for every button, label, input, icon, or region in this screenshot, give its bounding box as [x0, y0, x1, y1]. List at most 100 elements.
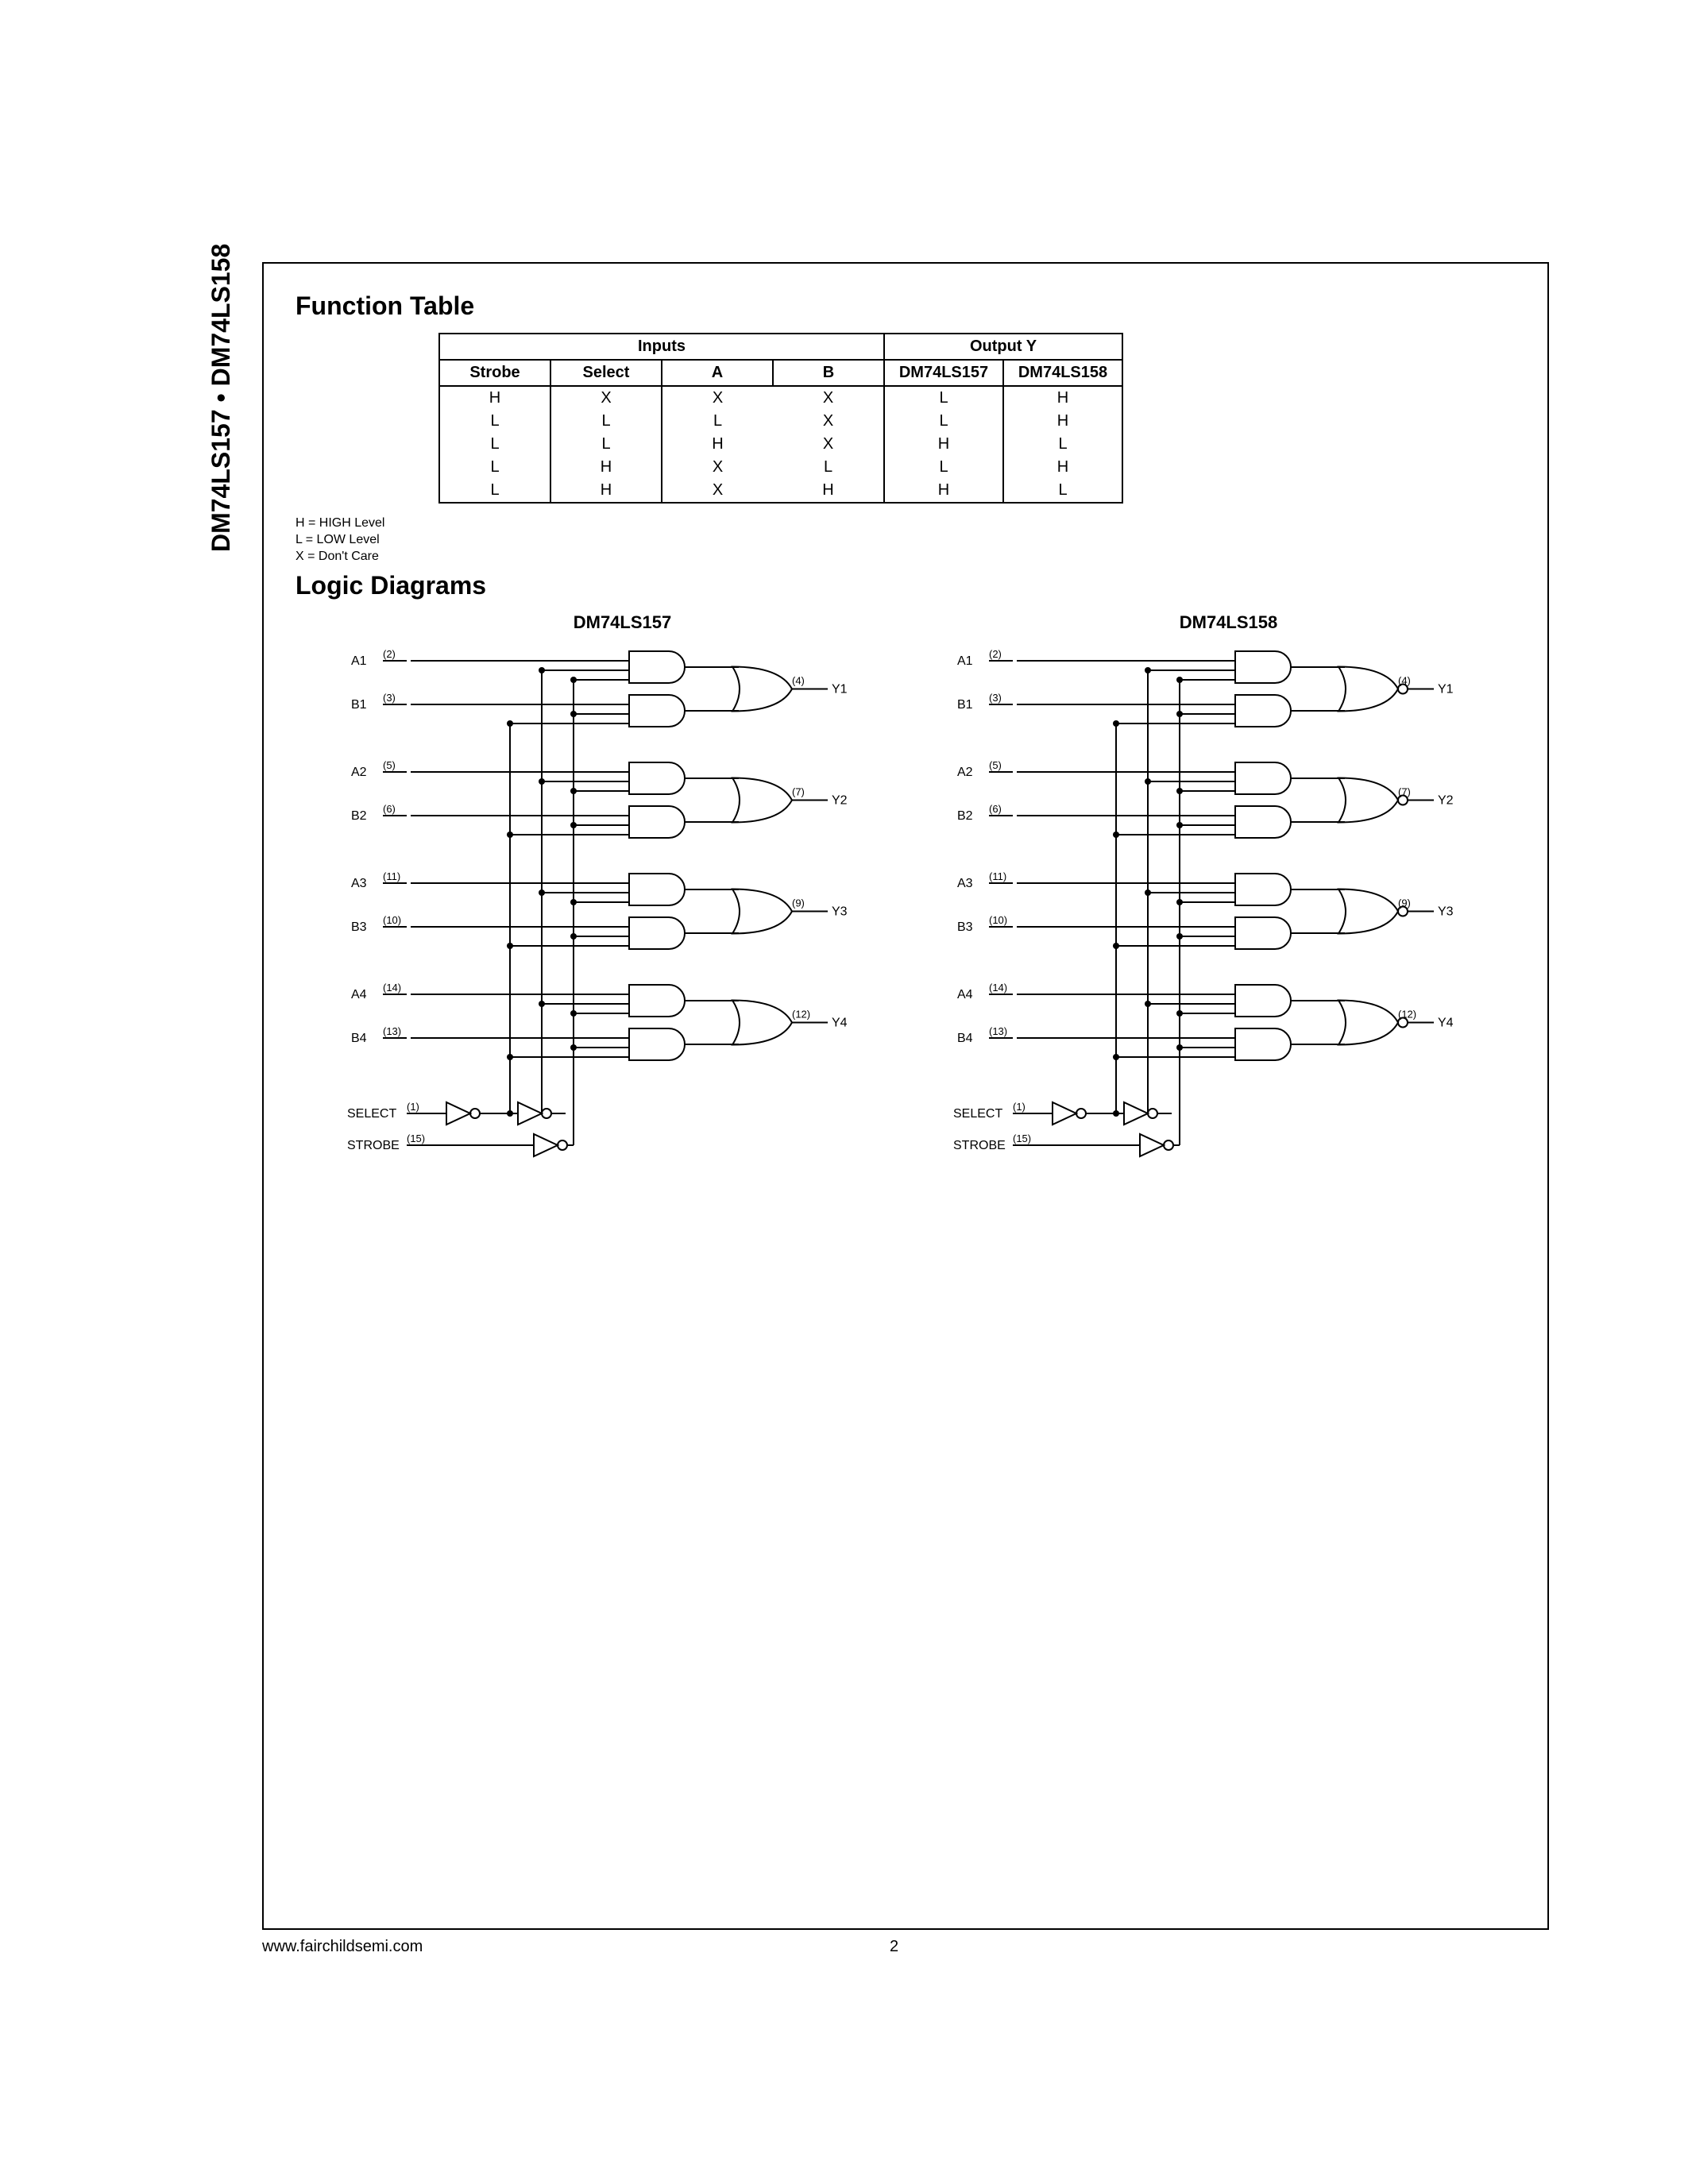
svg-text:B1: B1: [351, 698, 367, 712]
svg-text:(9): (9): [1398, 897, 1411, 909]
svg-text:A2: A2: [351, 766, 367, 779]
diagram-title: DM74LS158: [941, 612, 1516, 633]
svg-text:(3): (3): [383, 692, 396, 704]
table-cell: H: [1003, 386, 1122, 410]
table-cell: L: [439, 456, 550, 479]
table-cell: X: [773, 433, 884, 456]
svg-text:(6): (6): [989, 803, 1002, 815]
svg-text:(14): (14): [989, 982, 1007, 994]
svg-text:A3: A3: [957, 877, 973, 890]
svg-text:(2): (2): [989, 648, 1002, 660]
svg-text:(7): (7): [1398, 786, 1411, 798]
svg-text:(13): (13): [989, 1025, 1007, 1037]
svg-text:(5): (5): [989, 759, 1002, 771]
table-cell: L: [662, 410, 773, 433]
svg-text:(3): (3): [989, 692, 1002, 704]
th-o2: DM74LS158: [1003, 360, 1122, 386]
svg-text:(12): (12): [792, 1009, 810, 1021]
table-cell: H: [1003, 456, 1122, 479]
svg-text:A1: A1: [957, 654, 973, 668]
svg-text:(9): (9): [792, 897, 805, 909]
table-cell: H: [884, 433, 1003, 456]
svg-text:(2): (2): [383, 648, 396, 660]
svg-text:B2: B2: [957, 809, 973, 823]
svg-text:A4: A4: [351, 988, 367, 1001]
svg-text:SELECT: SELECT: [347, 1107, 396, 1121]
table-cell: L: [773, 456, 884, 479]
table-cell: X: [662, 456, 773, 479]
svg-text:B4: B4: [351, 1032, 367, 1045]
table-cell: H: [662, 433, 773, 456]
svg-text:(11): (11): [383, 870, 400, 882]
svg-text:(7): (7): [792, 786, 805, 798]
svg-text:(15): (15): [1013, 1133, 1031, 1144]
diagram-title: DM74LS157: [335, 612, 910, 633]
th-b: B: [773, 360, 884, 386]
side-title: DM74LS157 • DM74LS158: [207, 266, 236, 552]
svg-text:A4: A4: [957, 988, 973, 1001]
th-a: A: [662, 360, 773, 386]
diagram-158: DM74LS158 A1 (2) B1 (3) (4) Y1 A2 (5) B2 (6) (7) Y2…: [941, 612, 1516, 1161]
svg-text:Y3: Y3: [832, 905, 848, 919]
svg-text:(10): (10): [989, 914, 1007, 926]
table-cell: H: [550, 456, 662, 479]
svg-text:B3: B3: [351, 920, 367, 934]
svg-text:(15): (15): [407, 1133, 425, 1144]
svg-text:B1: B1: [957, 698, 973, 712]
table-cell: X: [662, 479, 773, 503]
table-cell: L: [439, 479, 550, 503]
svg-text:(12): (12): [1398, 1009, 1416, 1021]
svg-text:A3: A3: [351, 877, 367, 890]
table-cell: L: [550, 410, 662, 433]
svg-text:Y1: Y1: [1438, 683, 1454, 696]
table-cell: L: [884, 386, 1003, 410]
legend-line: L = LOW Level: [295, 532, 1516, 549]
function-table-heading: Function Table: [295, 291, 1516, 321]
svg-text:Y4: Y4: [832, 1017, 848, 1030]
function-table: Inputs Output Y Strobe Select A B DM74LS…: [438, 333, 1516, 504]
table-cell: L: [550, 433, 662, 456]
svg-text:B3: B3: [957, 920, 973, 934]
footer-url: www.fairchildsemi.com: [262, 1938, 423, 1956]
table-cell: L: [439, 410, 550, 433]
table-cell: L: [884, 456, 1003, 479]
svg-text:(1): (1): [407, 1101, 419, 1113]
svg-text:A2: A2: [957, 766, 973, 779]
table-cell: L: [884, 410, 1003, 433]
svg-text:(11): (11): [989, 870, 1006, 882]
svg-text:(1): (1): [1013, 1101, 1026, 1113]
table-cell: H: [773, 479, 884, 503]
svg-text:SELECT: SELECT: [953, 1107, 1002, 1121]
legend-line: X = Don't Care: [295, 549, 1516, 565]
svg-text:Y4: Y4: [1438, 1017, 1454, 1030]
svg-text:(14): (14): [383, 982, 401, 994]
logic-diagrams: DM74LS157 A1 (2) B1 (3) (4) Y1 A2 (5) B2 (6) (7) Y2…: [335, 612, 1516, 1161]
table-cell: X: [662, 386, 773, 410]
table-group-output: Output Y: [884, 334, 1122, 360]
svg-text:(4): (4): [1398, 675, 1411, 687]
th-strobe: Strobe: [439, 360, 550, 386]
table-cell: H: [1003, 410, 1122, 433]
table-cell: L: [1003, 479, 1122, 503]
table-cell: L: [439, 433, 550, 456]
svg-text:Y2: Y2: [1438, 794, 1454, 808]
svg-text:(6): (6): [383, 803, 396, 815]
svg-text:STROBE: STROBE: [347, 1139, 400, 1152]
svg-text:B2: B2: [351, 809, 367, 823]
legend-line: H = HIGH Level: [295, 515, 1516, 532]
table-cell: H: [884, 479, 1003, 503]
svg-text:A1: A1: [351, 654, 367, 668]
svg-text:STROBE: STROBE: [953, 1139, 1006, 1152]
table-cell: H: [439, 386, 550, 410]
table-group-inputs: Inputs: [439, 334, 884, 360]
svg-text:(4): (4): [792, 675, 805, 687]
table-cell: X: [773, 386, 884, 410]
table-cell: X: [773, 410, 884, 433]
table-cell: X: [550, 386, 662, 410]
logic-diagrams-heading: Logic Diagrams: [295, 571, 1516, 600]
th-o1: DM74LS157: [884, 360, 1003, 386]
diagram-157: DM74LS157 A1(2)B1(3)(4)Y1A2(5)B2(6)(7)Y2…: [335, 612, 910, 1161]
svg-text:(10): (10): [383, 914, 401, 926]
svg-text:Y2: Y2: [832, 794, 848, 808]
svg-text:Y1: Y1: [832, 683, 848, 696]
